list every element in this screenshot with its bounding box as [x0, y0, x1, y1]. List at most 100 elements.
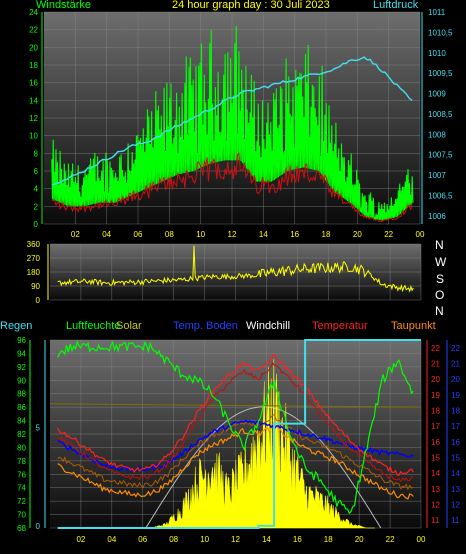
p1-ytick-left: 18 — [29, 61, 38, 70]
p3-xtick: 06 — [138, 535, 147, 544]
p3-ytick-temp: 20 — [431, 375, 440, 384]
p3-ytick-temp: 22 — [431, 344, 440, 353]
humidity-line — [57, 340, 414, 515]
p3-ytick-humidity: 72 — [17, 497, 26, 506]
p3-ytick-humidity: 82 — [17, 430, 26, 439]
p1-ytick-left: 0 — [34, 220, 39, 229]
p1-ytick-left: 2 — [34, 202, 39, 211]
p2-ytick: 90 — [31, 282, 40, 291]
p1-xtick: 22 — [384, 230, 393, 239]
p3-ytick-temp: 21 — [431, 360, 440, 369]
p1-xtick: 20 — [353, 230, 362, 239]
p1-xtick: 18 — [322, 230, 331, 239]
label-temp-boden: Temp. Boden — [173, 320, 238, 332]
p1-ytick-right: 1009,5 — [428, 69, 453, 78]
p1-xtick: 14 — [259, 230, 268, 239]
p1-xtick: 06 — [134, 230, 143, 239]
p3-ytick-soil: 17 — [451, 422, 460, 431]
label-taupunkt: Taupunkt — [391, 320, 436, 332]
p1-xtick: 10 — [196, 230, 205, 239]
p1-ytick-left: 14 — [29, 96, 38, 105]
solar-reference-line — [49, 403, 422, 408]
p3-ytick-temp: 12 — [431, 501, 440, 510]
p3-xtick: 04 — [107, 535, 116, 544]
temperature-line — [57, 353, 414, 476]
label-solar: Solar — [116, 320, 142, 332]
p3-ytick-humidity: 70 — [17, 511, 26, 520]
p3-ytick-soil: 20 — [451, 375, 460, 384]
dewpoint-shadow-line — [57, 414, 414, 491]
p3-ytick-temp: 13 — [431, 485, 440, 494]
p3-ytick-soil: 11 — [451, 516, 460, 525]
wind-gust-line — [51, 25, 414, 221]
p3-ytick-humidity: 96 — [17, 336, 26, 345]
p1-ytick-right: 1008,5 — [428, 110, 453, 119]
wind-direction-line — [57, 245, 414, 293]
p3-xtick: 20 — [355, 535, 364, 544]
p3-ytick-humidity: 94 — [17, 349, 26, 358]
p3-ytick-temp: 11 — [431, 516, 440, 525]
p1-xtick: 12 — [228, 230, 237, 239]
p1-xtick: 04 — [102, 230, 111, 239]
soil-temp-line — [57, 419, 414, 473]
p3-ytick-humidity: 92 — [17, 363, 26, 372]
p3-ytick-soil: 13 — [451, 485, 460, 494]
p1-ytick-left: 12 — [29, 114, 38, 123]
p2-ytick: 270 — [27, 254, 41, 263]
p1-ytick-right: 1006,5 — [428, 191, 453, 200]
p3-ytick-soil: 14 — [451, 469, 460, 478]
p1-ytick-right: 1010 — [428, 49, 446, 58]
p2-ytick: 0 — [36, 296, 41, 305]
p1-xtick: 08 — [165, 230, 174, 239]
compass-n-bottom: N — [435, 304, 444, 318]
p3-ytick-humidity: 76 — [17, 470, 26, 479]
p3-ytick-humidity: 90 — [17, 376, 26, 385]
p1-ytick-left: 16 — [29, 79, 38, 88]
p1-ytick-left: 8 — [34, 149, 39, 158]
header-windstaerke: Windstärke — [36, 0, 92, 11]
pressure-line — [51, 56, 413, 186]
p3-ytick-temp: 16 — [431, 438, 440, 447]
p3-xtick: 10 — [200, 535, 209, 544]
p1-xtick: 00 — [416, 230, 425, 239]
chart-title: 24 hour graph day : 30 Juli 2023 — [172, 0, 330, 11]
p1-ytick-right: 1010,5 — [428, 28, 453, 37]
compass-w: W — [435, 255, 447, 269]
p3-ytick-humidity: 68 — [17, 524, 26, 533]
p3-ytick-temp: 19 — [431, 391, 440, 400]
label-temperatur: Temperatur — [312, 320, 368, 332]
p3-xtick: 16 — [293, 535, 302, 544]
p3-xtick: 18 — [324, 535, 333, 544]
p1-xtick: 02 — [71, 230, 80, 239]
p3-ytick-rain: 0 — [36, 522, 41, 531]
p2-ytick: 360 — [27, 240, 41, 249]
p3-xtick: 14 — [262, 535, 271, 544]
p3-ytick-humidity: 74 — [17, 484, 26, 493]
p3-ytick-humidity: 84 — [17, 417, 26, 426]
p1-ytick-left: 22 — [29, 26, 38, 35]
p1-ytick-right: 1007,5 — [428, 151, 453, 160]
p1-ytick-left: 6 — [34, 167, 39, 176]
label-windchill: Windchill — [246, 320, 291, 332]
p1-ytick-left: 10 — [29, 132, 38, 141]
wind-average-line — [51, 152, 413, 222]
p3-ytick-humidity: 80 — [17, 443, 26, 452]
p3-ytick-soil: 12 — [451, 501, 460, 510]
p1-xtick: 16 — [290, 230, 299, 239]
p1-ytick-right: 1007 — [428, 171, 446, 180]
p3-xtick: 02 — [76, 535, 85, 544]
compass-s: S — [436, 272, 445, 286]
p3-ytick-humidity: 86 — [17, 403, 26, 412]
p3-xtick: 00 — [417, 535, 426, 544]
p3-ytick-temp: 17 — [431, 422, 440, 431]
p1-ytick-right: 1006 — [428, 212, 446, 221]
p3-xtick: 08 — [169, 535, 178, 544]
p3-xtick: 12 — [231, 535, 240, 544]
p3-ytick-soil: 15 — [451, 454, 460, 463]
compass-n-top: N — [435, 238, 444, 252]
p3-ytick-soil: 19 — [451, 391, 460, 400]
p3-xtick: 22 — [386, 535, 395, 544]
p1-ytick-left: 20 — [29, 43, 38, 52]
p3-ytick-rain: 5 — [36, 424, 41, 433]
